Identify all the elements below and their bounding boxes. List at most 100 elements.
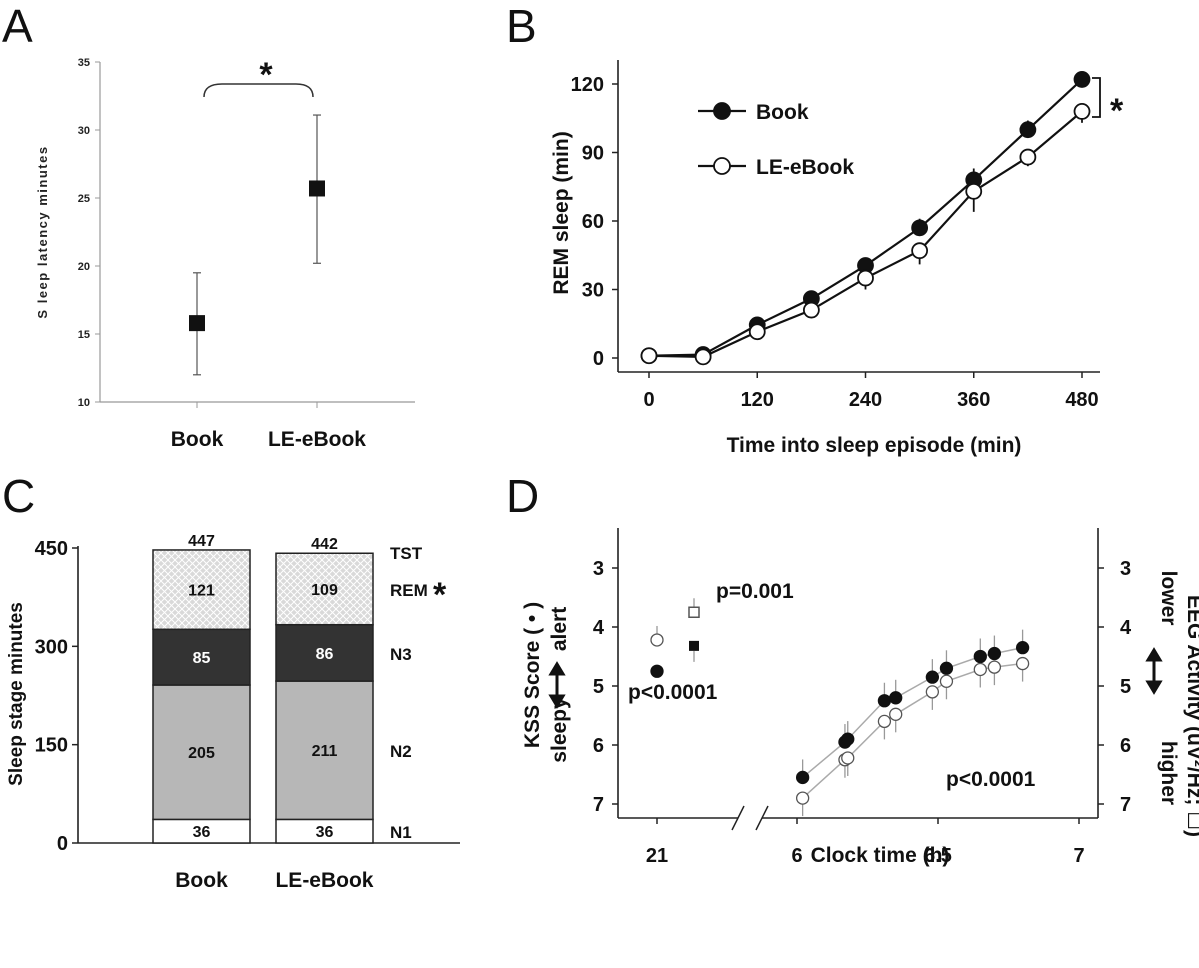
data-point-kss-book bbox=[795, 770, 810, 785]
data-point-square bbox=[189, 315, 205, 332]
panel-letter-b: B bbox=[506, 0, 537, 52]
bar-segment-label: 85 bbox=[193, 650, 211, 667]
significance-bracket bbox=[1092, 77, 1101, 118]
x-tick-label: 240 bbox=[849, 389, 882, 411]
y-tick-label-right: 6 bbox=[1120, 735, 1131, 757]
data-point-kss-le-ebook bbox=[841, 751, 855, 765]
bar-segment-rem bbox=[152, 549, 251, 631]
y-axis-label-higher: higher bbox=[1157, 741, 1180, 805]
x-axis-title: Clock time (h) bbox=[811, 844, 950, 867]
data-point-le-ebook bbox=[911, 242, 929, 260]
data-point-le-ebook bbox=[640, 347, 658, 365]
bar-total-label: 442 bbox=[311, 536, 338, 553]
bar-segment-n2 bbox=[152, 684, 251, 821]
panel-d-chart: 3 3 4 4 5 5 6 6 7 7 21 6 6.5 7 p=0.001 p<0.0001 p<0.0001… bbox=[521, 528, 1199, 867]
data-point-kss-le-ebook bbox=[877, 714, 892, 729]
data-point-kss-le-ebook bbox=[889, 707, 903, 721]
bar-segment-label: 211 bbox=[312, 743, 338, 760]
data-point-kss-book-evening bbox=[650, 664, 664, 678]
x-tick-label: 120 bbox=[741, 389, 774, 411]
bar-segment-label: 86 bbox=[316, 646, 334, 663]
significance-bracket bbox=[203, 83, 314, 98]
y-tick-label: 10 bbox=[78, 397, 90, 409]
x-tick-label: 21 bbox=[646, 845, 668, 867]
data-point-kss-book bbox=[841, 732, 855, 746]
y-tick-label: 25 bbox=[78, 193, 90, 205]
data-point-eeg-le-ebook bbox=[688, 606, 700, 618]
significance-star: * bbox=[259, 56, 273, 94]
data-point-kss-book bbox=[1015, 641, 1030, 655]
data-point-le-ebook bbox=[857, 269, 874, 287]
y-tick-label-left: 5 bbox=[593, 676, 604, 698]
bar-segment-label: 205 bbox=[188, 745, 215, 762]
legend-label-le-ebook: LE-eBook bbox=[756, 156, 854, 179]
y-axis-label-alert: alert bbox=[548, 607, 571, 651]
panel-a-chart: 10 15 20 25 30 35 Book LE-eBook * S leep latency … bbox=[35, 56, 415, 451]
data-point-le-ebook bbox=[748, 323, 766, 341]
y-tick-label-left: 3 bbox=[593, 558, 604, 580]
data-point-kss-book bbox=[987, 646, 1002, 661]
data-point-le-ebook bbox=[965, 182, 983, 200]
data-point-square bbox=[309, 180, 325, 197]
data-point-kss-le-ebook bbox=[795, 791, 810, 805]
p-value-eeg: p=0.001 bbox=[716, 580, 794, 603]
data-point-kss-book bbox=[925, 670, 940, 684]
data-point-kss-book bbox=[877, 694, 892, 708]
y-tick-label: 450 bbox=[35, 538, 68, 560]
panel-c-chart: 0 150 300 450 36 205 85 121 447 Book 36 211 86 109 442… bbox=[6, 533, 460, 892]
stage-label-rem: REM bbox=[390, 581, 428, 600]
y-tick-label: 30 bbox=[78, 125, 90, 137]
axis-break-mark bbox=[755, 805, 769, 831]
x-tick-label: LE-eBook bbox=[268, 428, 366, 451]
y-tick-label: 35 bbox=[78, 57, 90, 69]
y-axis-title: Sleep stage minutes bbox=[6, 602, 27, 786]
data-point-kss-le-ebook bbox=[1015, 656, 1030, 671]
y-tick-label: 300 bbox=[35, 636, 68, 658]
y-axis-title-right: EEG Activity (uV²/Hz; ☐) bbox=[1183, 595, 1199, 837]
y-tick-label: 150 bbox=[35, 735, 68, 757]
bar-segment-label: 121 bbox=[188, 583, 215, 600]
data-point-kss-book bbox=[889, 691, 903, 705]
data-point-kss-book bbox=[973, 649, 987, 664]
y-tick-label-right: 7 bbox=[1120, 794, 1131, 816]
x-axis-title: Time into sleep episode (min) bbox=[727, 434, 1022, 457]
bar-segment-label: 36 bbox=[193, 824, 211, 841]
data-point-le-ebook bbox=[694, 348, 712, 366]
y-tick-label: 60 bbox=[582, 211, 604, 233]
stage-label-tst: TST bbox=[390, 544, 423, 563]
x-tick-label: 6.5 bbox=[924, 845, 952, 867]
data-point-kss-le-ebook-evening bbox=[650, 633, 664, 647]
axis-break-mark bbox=[731, 805, 745, 831]
x-tick-label: Book bbox=[175, 869, 228, 892]
bar-segment-label: 36 bbox=[316, 824, 334, 841]
data-point-book bbox=[1073, 71, 1091, 88]
data-point-le-ebook bbox=[802, 301, 820, 319]
data-point-kss-le-ebook bbox=[987, 660, 1002, 674]
x-tick-label: 7 bbox=[1073, 845, 1084, 867]
y-axis-title: S leep latency minutes bbox=[35, 145, 50, 318]
y-tick-label: 30 bbox=[582, 280, 604, 302]
y-axis-title-left: KSS Score ( • ) bbox=[521, 602, 544, 748]
x-tick-label: 480 bbox=[1065, 389, 1098, 411]
stage-label-n3: N3 bbox=[390, 645, 412, 664]
panel-letter-a: A bbox=[2, 0, 33, 52]
x-tick-label: 360 bbox=[957, 389, 990, 411]
y-tick-label-right: 4 bbox=[1120, 617, 1132, 639]
stage-label-n2: N2 bbox=[390, 742, 412, 761]
bar-segment-rem bbox=[275, 552, 374, 626]
y-tick-label: 0 bbox=[57, 833, 68, 855]
data-point-le-ebook bbox=[1019, 148, 1037, 166]
stage-label-n1: N1 bbox=[390, 823, 412, 842]
panel-letter-c: C bbox=[2, 470, 35, 522]
significance-star: * bbox=[433, 576, 447, 614]
bar-total-label: 447 bbox=[188, 533, 215, 550]
y-tick-label: 20 bbox=[78, 261, 90, 273]
data-point-kss-book bbox=[939, 661, 954, 675]
y-tick-label-left: 6 bbox=[593, 735, 604, 757]
legend-marker-le-ebook bbox=[713, 157, 731, 175]
y-tick-label: 15 bbox=[78, 329, 90, 341]
y-axis-label-lower: lower bbox=[1157, 571, 1180, 626]
panel-letter-d: D bbox=[506, 470, 539, 522]
x-tick-label: 6 bbox=[791, 845, 802, 867]
y-tick-label: 90 bbox=[582, 143, 604, 165]
